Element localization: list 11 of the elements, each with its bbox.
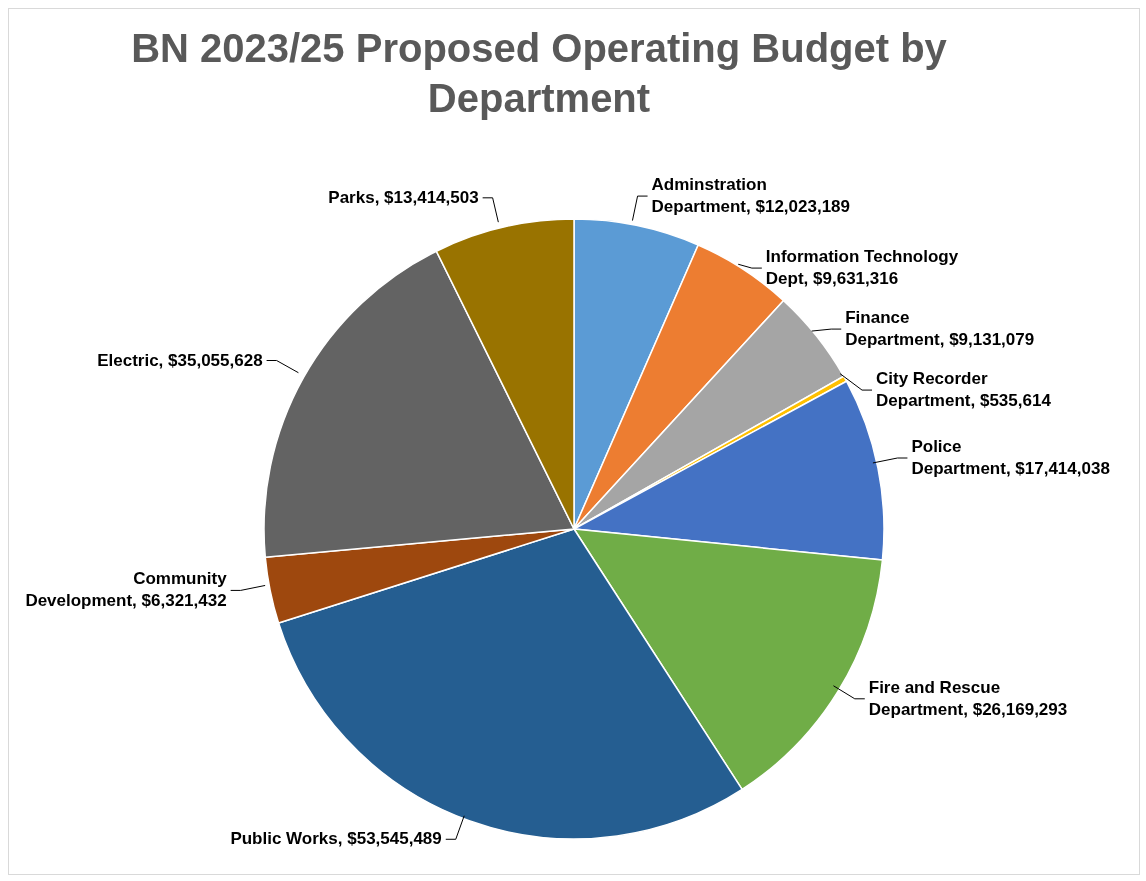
slice-label: Fire and Rescue Department, $26,169,293	[868, 676, 1069, 721]
slice-label: Public Works, $53,545,489	[230, 828, 442, 851]
slice-label: Adminstration Department, $12,023,189	[651, 174, 851, 219]
slice-label: Finance Department, $9,131,079	[845, 307, 1036, 352]
slice-label: Police Department, $17,414,038	[911, 436, 1111, 480]
slice-label: Community Development, $6,321,432	[24, 568, 227, 613]
slice-label: Electric, $35,055,628	[97, 349, 263, 372]
slice-label: Information Technology Dept, $9,631,316	[765, 246, 960, 291]
slice-label: City Recorder Department, $535,614	[876, 368, 1052, 413]
chart-title: BN 2023/25 Proposed Operating Budget by Department	[130, 25, 948, 122]
slice-label: Parks, $13,414,503	[328, 186, 479, 209]
